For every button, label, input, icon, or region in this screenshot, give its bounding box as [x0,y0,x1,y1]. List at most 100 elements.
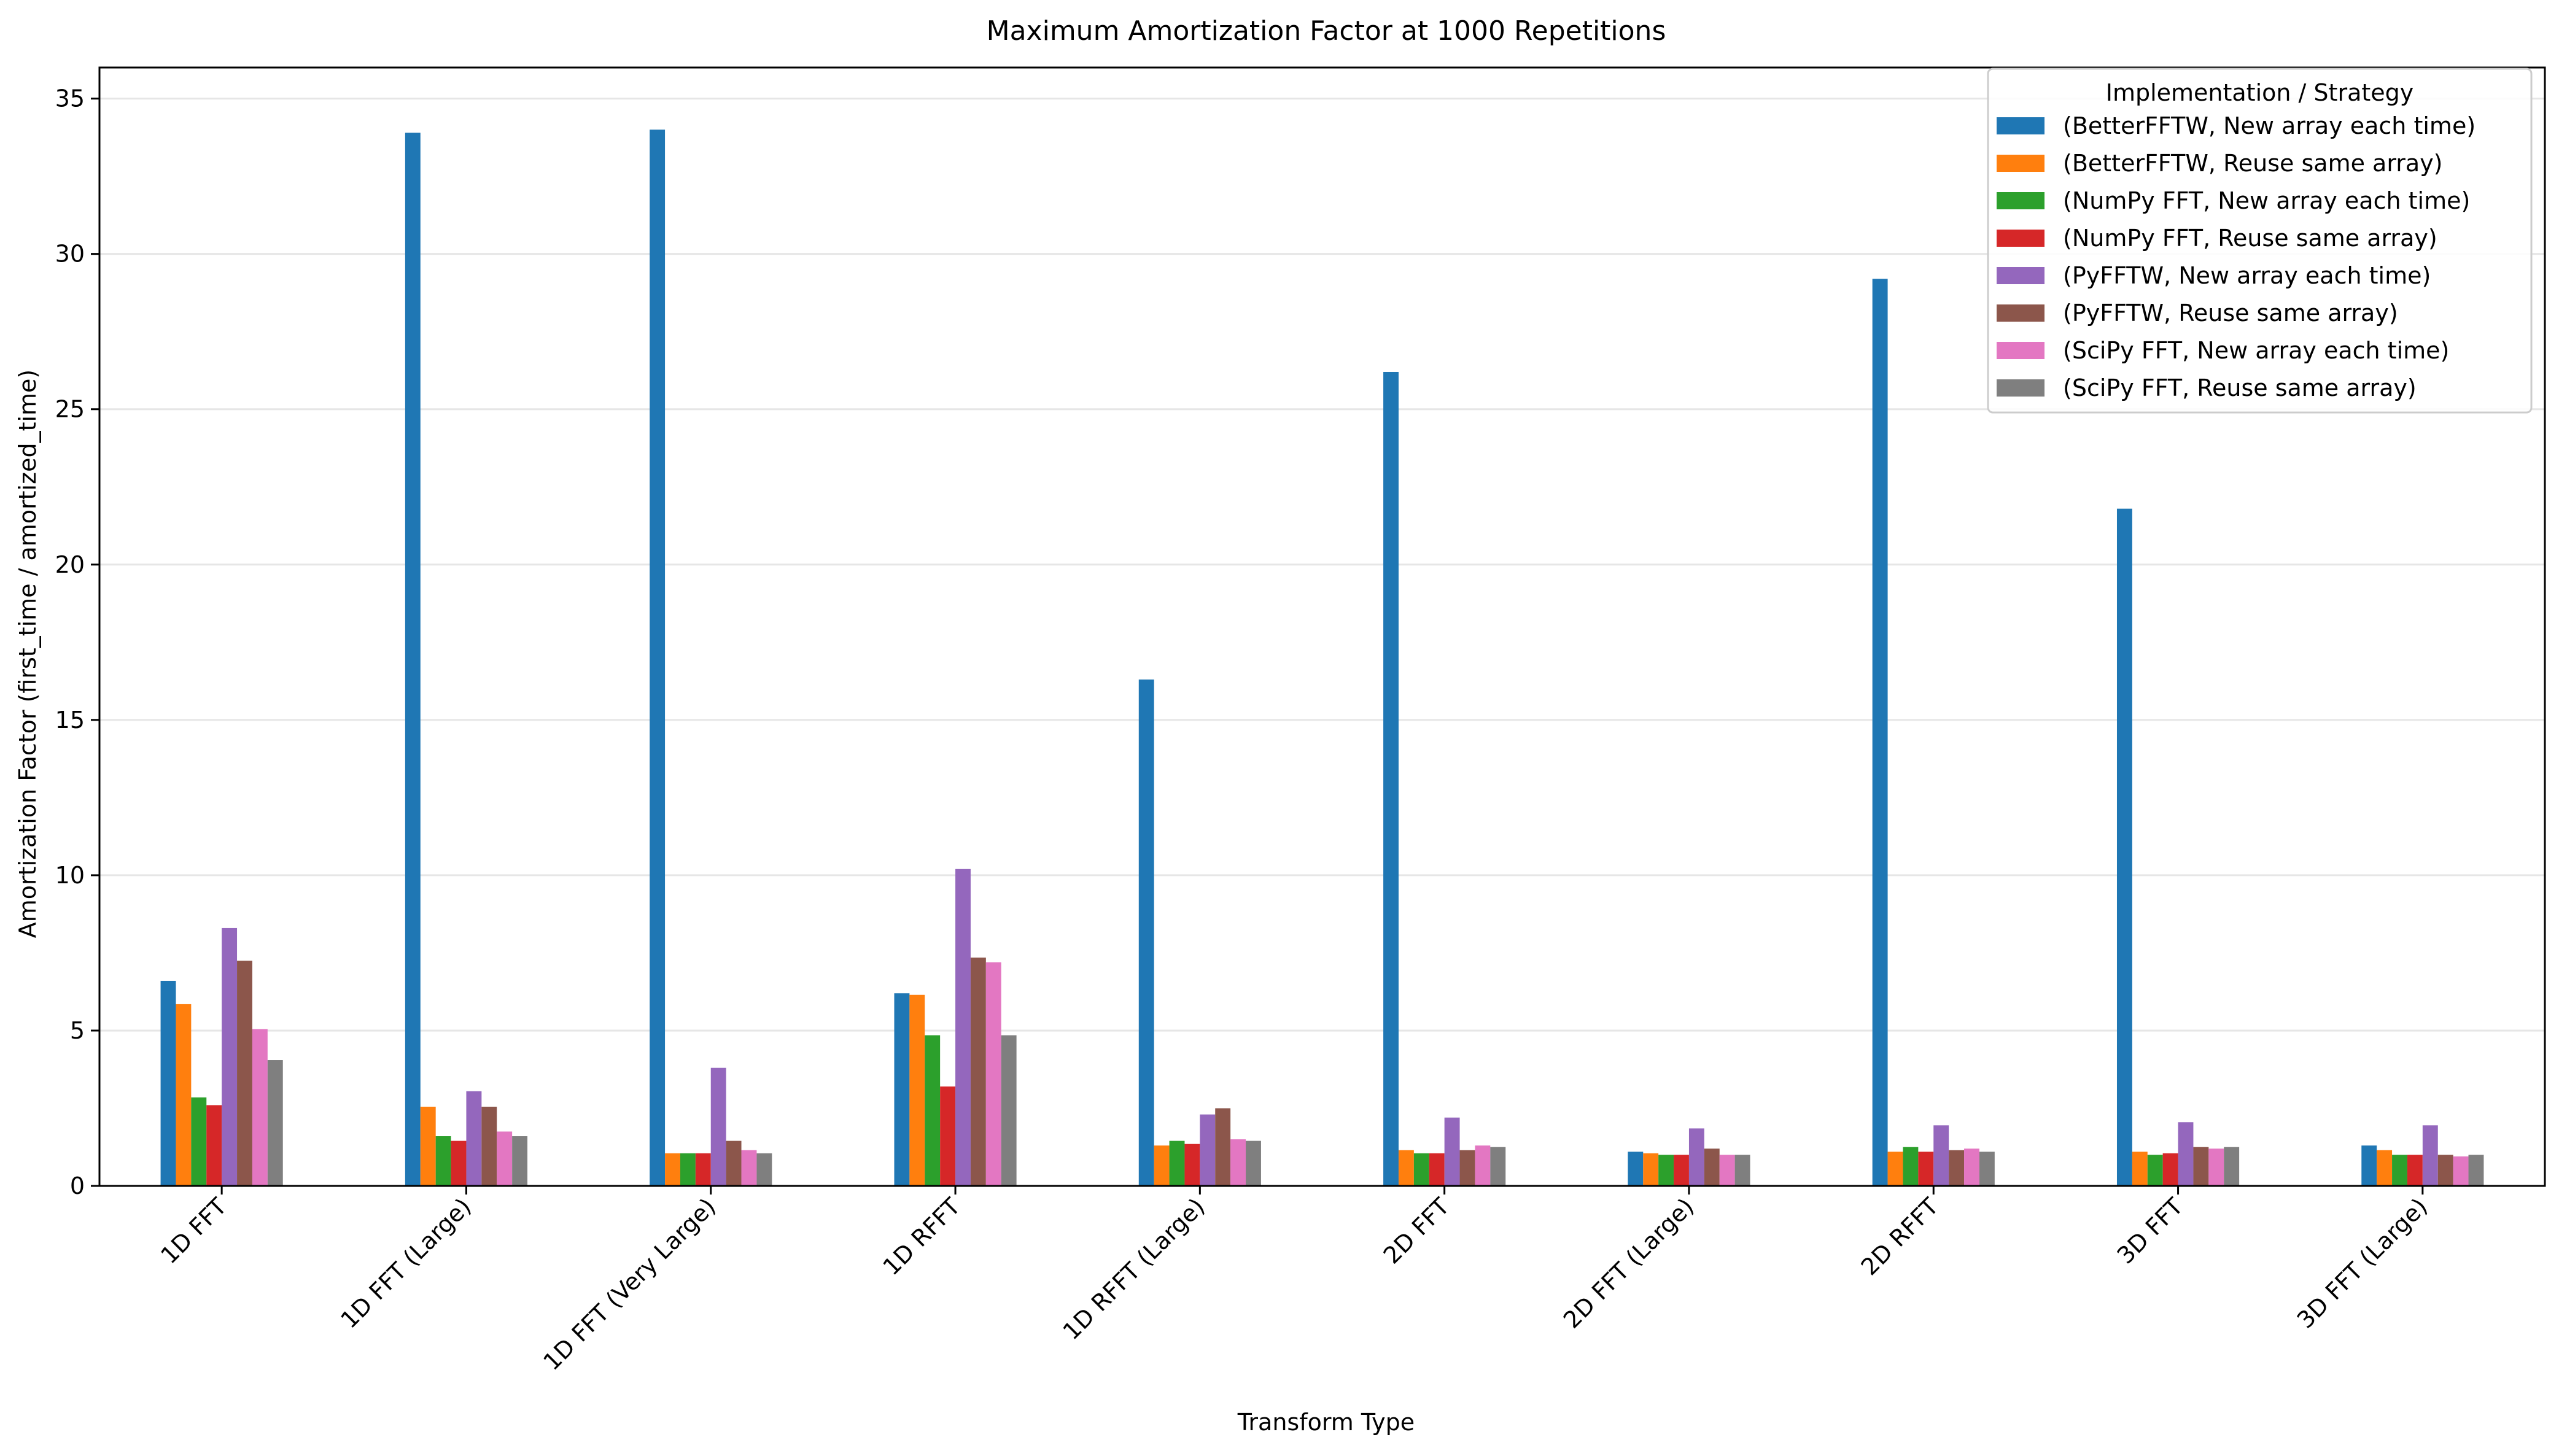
bar [1490,1147,1506,1186]
bar [267,1060,283,1186]
legend-box [1987,68,2533,414]
legend-swatch [1997,117,2044,134]
bar [726,1140,742,1186]
bar [1658,1155,1674,1186]
bar [1964,1148,1979,1186]
legend-label: (SciPy FFT, New array each time) [2063,337,2449,364]
bar [1872,279,1888,1187]
bar [1169,1140,1185,1186]
bar [1383,371,1399,1186]
bar [1154,1145,1170,1186]
bar [237,961,252,1186]
bar [1643,1153,1659,1186]
bar [710,1067,726,1186]
bar [1215,1108,1231,1186]
bar [680,1153,696,1186]
bar [1688,1128,1704,1186]
bar [1933,1125,1949,1186]
legend-label: (BetterFFTW, New array each time) [2063,112,2476,139]
bar [1200,1114,1216,1186]
y-tick-label: 20 [55,551,85,578]
legend-swatch [1997,304,2044,322]
y-tick-label: 10 [55,862,85,889]
bar [1246,1140,1261,1186]
bar [1459,1150,1475,1186]
bar [1398,1150,1414,1186]
legend-swatch [1997,342,2044,359]
legend-label: (PyFFTW, Reuse same array) [2063,300,2398,327]
legend-swatch [1997,155,2044,172]
bar [1138,680,1154,1186]
bar [1674,1155,1689,1186]
bar [1903,1147,1919,1186]
bar [191,1097,207,1186]
bar [695,1153,711,1186]
bar [435,1136,451,1186]
bar [2422,1125,2438,1186]
bar [1475,1145,1491,1186]
bar [2208,1148,2224,1186]
x-axis-label: Transform Type [1237,1409,1415,1436]
bar [222,927,238,1186]
bar [650,130,666,1187]
bar [2407,1155,2423,1186]
bar [665,1153,680,1186]
y-tick-label: 35 [55,85,85,112]
y-axis-label: Amortization Factor (first_time / amorti… [14,370,41,939]
legend-swatch [1997,230,2044,247]
legend-label: (NumPy FFT, Reuse same array) [2063,225,2437,252]
legend-label: (PyFFTW, New array each time) [2063,262,2431,289]
y-tick-label: 15 [55,707,85,734]
bar [2193,1147,2209,1186]
y-tick-label: 5 [70,1017,85,1044]
bars-layer [160,130,2484,1187]
bar [160,980,176,1186]
bar [2178,1122,2194,1186]
legend-label: (NumPy FFT, New array each time) [2063,187,2470,214]
y-tick-label: 0 [70,1172,85,1199]
bar [970,958,986,1186]
bar [1979,1152,1995,1186]
legend-swatch [1997,192,2044,209]
bar [2224,1147,2240,1186]
bar [2147,1155,2163,1186]
legend: Implementation / Strategy (BetterFFTW, N… [1987,68,2533,414]
bar [1719,1155,1735,1186]
bar [2116,508,2132,1187]
bar [1184,1144,1200,1186]
bar [405,133,421,1187]
bar [894,993,910,1186]
bar [2437,1155,2453,1186]
legend-items: (BetterFFTW, New array each time) (Better… [1997,112,2476,401]
bar [2392,1155,2407,1186]
legend-swatch [1997,267,2044,284]
y-axis: 0 5 10 15 20 25 30 35 [55,85,99,1199]
bar [2377,1150,2393,1186]
chart-title: Maximum Amortization Factor at 1000 Repe… [987,15,1666,47]
legend-label: (BetterFFTW, Reuse same array) [2063,150,2443,177]
bar [1949,1150,1965,1186]
bar [2468,1155,2484,1186]
bar [206,1105,222,1186]
bar [2361,1145,2377,1186]
bar [1734,1155,1750,1186]
bar [1001,1035,1017,1186]
plot-frame [98,66,2546,1187]
bar [1628,1152,1644,1186]
bar [481,1106,497,1186]
legend-label: (SciPy FFT, Reuse same array) [2063,374,2417,401]
bar [2132,1152,2148,1186]
bar [512,1136,528,1186]
bar [1918,1152,1934,1186]
bar [955,869,971,1186]
legend-swatch [1997,379,2044,397]
bar [1444,1117,1460,1186]
bar [1413,1153,1429,1186]
bar [1230,1139,1246,1186]
bar [1429,1153,1445,1186]
bar [925,1035,941,1186]
y-tick-label: 25 [55,396,85,423]
bar [2162,1153,2178,1186]
